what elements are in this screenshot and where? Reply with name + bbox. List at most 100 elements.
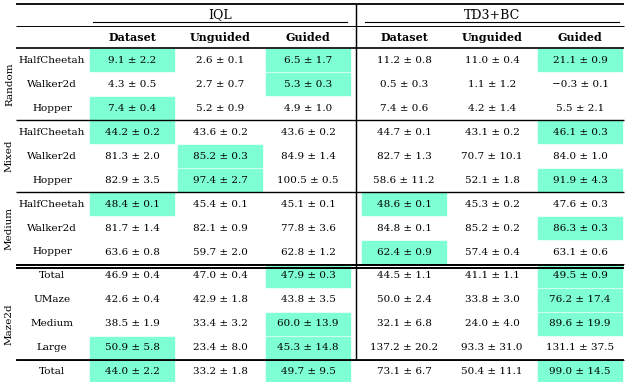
Text: 43.6 ± 0.2: 43.6 ± 0.2 <box>193 128 248 136</box>
Text: 50.9 ± 5.8: 50.9 ± 5.8 <box>104 343 159 353</box>
Text: 76.2 ± 17.4: 76.2 ± 17.4 <box>549 296 611 304</box>
Text: 50.4 ± 11.1: 50.4 ± 11.1 <box>461 367 523 377</box>
Text: 59.7 ± 2.0: 59.7 ± 2.0 <box>193 248 248 256</box>
Text: UMaze: UMaze <box>33 296 70 304</box>
Bar <box>266 337 350 359</box>
Bar <box>538 265 622 287</box>
Text: 4.9 ± 1.0: 4.9 ± 1.0 <box>284 104 332 113</box>
Bar <box>90 121 174 143</box>
Text: 2.6 ± 0.1: 2.6 ± 0.1 <box>196 55 244 65</box>
Text: 11.2 ± 0.8: 11.2 ± 0.8 <box>376 55 431 65</box>
Text: Walker2d: Walker2d <box>27 223 77 233</box>
Text: 5.3 ± 0.3: 5.3 ± 0.3 <box>284 79 332 89</box>
Text: 137.2 ± 20.2: 137.2 ± 20.2 <box>370 343 438 353</box>
Text: 62.8 ± 1.2: 62.8 ± 1.2 <box>280 248 335 256</box>
Text: 58.6 ± 11.2: 58.6 ± 11.2 <box>373 175 435 185</box>
Text: 63.1 ± 0.6: 63.1 ± 0.6 <box>552 248 607 256</box>
Text: 45.3 ± 0.2: 45.3 ± 0.2 <box>465 199 520 209</box>
Text: 45.1 ± 0.1: 45.1 ± 0.1 <box>280 199 335 209</box>
Text: 77.8 ± 3.6: 77.8 ± 3.6 <box>280 223 335 233</box>
Text: 33.4 ± 3.2: 33.4 ± 3.2 <box>193 319 248 329</box>
Text: 23.4 ± 8.0: 23.4 ± 8.0 <box>193 343 248 353</box>
Text: Total: Total <box>39 367 65 377</box>
Text: 47.6 ± 0.3: 47.6 ± 0.3 <box>552 199 607 209</box>
Text: 46.1 ± 0.3: 46.1 ± 0.3 <box>552 128 607 136</box>
Text: 91.9 ± 4.3: 91.9 ± 4.3 <box>552 175 607 185</box>
Text: Total: Total <box>39 272 65 280</box>
Text: 44.2 ± 0.2: 44.2 ± 0.2 <box>104 128 159 136</box>
Text: 70.7 ± 10.1: 70.7 ± 10.1 <box>461 152 523 160</box>
Text: 4.3 ± 0.5: 4.3 ± 0.5 <box>108 79 156 89</box>
Text: Guided: Guided <box>285 31 330 42</box>
Bar <box>538 49 622 71</box>
Text: 81.3 ± 2.0: 81.3 ± 2.0 <box>104 152 159 160</box>
Bar <box>178 169 262 191</box>
Bar <box>538 217 622 239</box>
Text: 97.4 ± 2.7: 97.4 ± 2.7 <box>193 175 248 185</box>
Bar <box>538 313 622 335</box>
Text: 85.2 ± 0.3: 85.2 ± 0.3 <box>193 152 248 160</box>
Text: 7.4 ± 0.4: 7.4 ± 0.4 <box>108 104 156 113</box>
Text: 43.8 ± 3.5: 43.8 ± 3.5 <box>280 296 335 304</box>
Bar <box>90 361 174 382</box>
Text: Unguided: Unguided <box>461 31 522 42</box>
Text: 81.7 ± 1.4: 81.7 ± 1.4 <box>104 223 159 233</box>
Text: 49.7 ± 9.5: 49.7 ± 9.5 <box>280 367 335 377</box>
Text: 73.1 ± 6.7: 73.1 ± 6.7 <box>376 367 431 377</box>
Text: HalfCheetah: HalfCheetah <box>19 128 85 136</box>
Text: 44.0 ± 2.2: 44.0 ± 2.2 <box>104 367 159 377</box>
Text: Maze2d: Maze2d <box>5 303 14 345</box>
Text: Random: Random <box>5 62 14 106</box>
Text: 33.8 ± 3.0: 33.8 ± 3.0 <box>465 296 520 304</box>
Bar <box>90 193 174 215</box>
Text: 62.4 ± 0.9: 62.4 ± 0.9 <box>376 248 431 256</box>
Bar <box>90 97 174 119</box>
Text: IQL: IQL <box>208 8 232 21</box>
Text: 1.1 ± 1.2: 1.1 ± 1.2 <box>468 79 516 89</box>
Text: Unguided: Unguided <box>189 31 250 42</box>
Text: 60.0 ± 13.9: 60.0 ± 13.9 <box>277 319 339 329</box>
Text: 93.3 ± 31.0: 93.3 ± 31.0 <box>461 343 523 353</box>
Text: Guided: Guided <box>557 31 602 42</box>
Text: 100.5 ± 0.5: 100.5 ± 0.5 <box>277 175 339 185</box>
Text: 5.2 ± 0.9: 5.2 ± 0.9 <box>196 104 244 113</box>
Text: Dataset: Dataset <box>108 31 156 42</box>
Text: 43.6 ± 0.2: 43.6 ± 0.2 <box>280 128 335 136</box>
Bar <box>362 193 446 215</box>
Text: 9.1 ± 2.2: 9.1 ± 2.2 <box>108 55 156 65</box>
Text: 45.4 ± 0.1: 45.4 ± 0.1 <box>193 199 248 209</box>
Text: 52.1 ± 1.8: 52.1 ± 1.8 <box>465 175 520 185</box>
Bar <box>266 73 350 95</box>
Text: 47.0 ± 0.4: 47.0 ± 0.4 <box>193 272 248 280</box>
Text: 32.1 ± 6.8: 32.1 ± 6.8 <box>376 319 431 329</box>
Text: Walker2d: Walker2d <box>27 79 77 89</box>
Text: Medium: Medium <box>5 207 14 249</box>
Text: HalfCheetah: HalfCheetah <box>19 199 85 209</box>
Text: 11.0 ± 0.4: 11.0 ± 0.4 <box>465 55 520 65</box>
Text: Medium: Medium <box>31 319 74 329</box>
Text: 57.4 ± 0.4: 57.4 ± 0.4 <box>465 248 520 256</box>
Bar <box>538 121 622 143</box>
Text: Hopper: Hopper <box>32 104 72 113</box>
Text: Hopper: Hopper <box>32 248 72 256</box>
Text: 49.5 ± 0.9: 49.5 ± 0.9 <box>552 272 607 280</box>
Text: Large: Large <box>36 343 67 353</box>
Text: 47.9 ± 0.3: 47.9 ± 0.3 <box>280 272 335 280</box>
Text: 82.9 ± 3.5: 82.9 ± 3.5 <box>104 175 159 185</box>
Text: 82.1 ± 0.9: 82.1 ± 0.9 <box>193 223 248 233</box>
Text: 21.1 ± 0.9: 21.1 ± 0.9 <box>552 55 607 65</box>
Text: 6.5 ± 1.7: 6.5 ± 1.7 <box>284 55 332 65</box>
Bar <box>538 361 622 382</box>
Text: 44.7 ± 0.1: 44.7 ± 0.1 <box>376 128 431 136</box>
Text: 50.0 ± 2.4: 50.0 ± 2.4 <box>376 296 431 304</box>
Bar <box>266 361 350 382</box>
Text: HalfCheetah: HalfCheetah <box>19 55 85 65</box>
Text: 82.7 ± 1.3: 82.7 ± 1.3 <box>376 152 431 160</box>
Text: 46.9 ± 0.4: 46.9 ± 0.4 <box>104 272 159 280</box>
Bar <box>362 241 446 263</box>
Bar <box>90 49 174 71</box>
Text: 89.6 ± 19.9: 89.6 ± 19.9 <box>549 319 611 329</box>
Text: −0.3 ± 0.1: −0.3 ± 0.1 <box>552 79 609 89</box>
Text: Walker2d: Walker2d <box>27 152 77 160</box>
Text: 7.4 ± 0.6: 7.4 ± 0.6 <box>380 104 428 113</box>
